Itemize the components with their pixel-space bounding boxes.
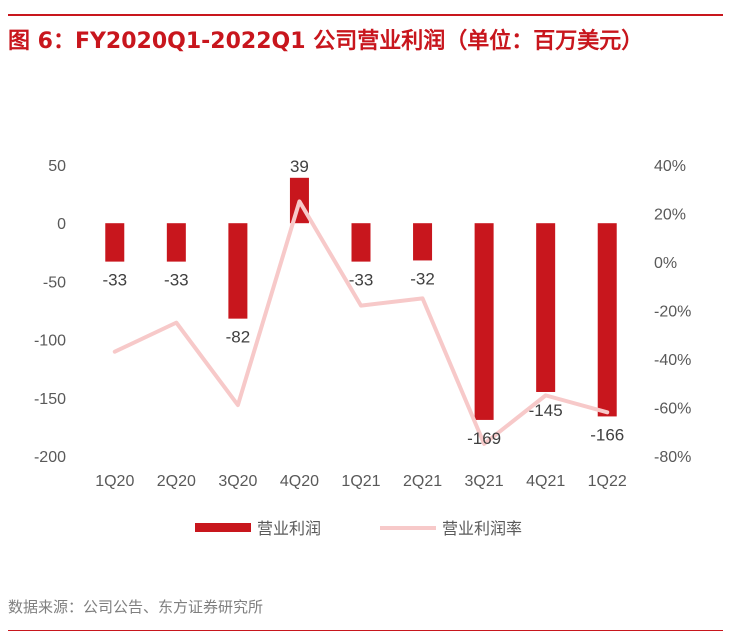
x-tick-label: 3Q21 (465, 473, 504, 490)
data-label-1Q22: -166 (590, 425, 624, 444)
left-tick-label: -200 (34, 449, 66, 466)
bar-3Q21 (474, 223, 494, 420)
x-tick-label: 2Q20 (157, 473, 196, 490)
x-tick-label: 1Q21 (341, 473, 380, 490)
data-labels: -33 -33 -82 39 -33 -32 -169 -145 -166 (102, 157, 624, 448)
bars-group (105, 177, 617, 420)
legend: 营业利润 营业利润率 (195, 519, 522, 538)
right-axis: 40% 20% 0% -20% -40% -60% -80% (654, 158, 691, 466)
top-rule (8, 14, 723, 16)
x-tick-label: 2Q21 (403, 473, 442, 490)
x-tick-label: 4Q20 (280, 473, 319, 490)
left-tick-label: 0 (57, 216, 66, 233)
left-axis: 50 0 -50 -100 -150 -200 (34, 158, 66, 466)
data-label-2Q21: -32 (410, 269, 435, 288)
data-label-1Q20: -33 (102, 271, 127, 290)
legend-bar-swatch (195, 523, 251, 532)
data-label-2Q20: -33 (164, 271, 189, 290)
data-label-1Q21: -33 (349, 271, 374, 290)
legend-line-label: 营业利润率 (442, 519, 522, 538)
right-tick-label: -80% (654, 449, 691, 466)
data-label-4Q21: -145 (529, 401, 563, 420)
data-label-4Q20: 39 (290, 157, 309, 176)
line-group (112, 199, 610, 446)
bar-1Q20 (105, 223, 125, 262)
left-tick-label: -50 (43, 274, 66, 291)
bar-2Q21 (413, 223, 433, 261)
x-tick-label: 4Q21 (526, 473, 565, 490)
legend-bar-label: 营业利润 (257, 519, 321, 538)
bar-1Q22 (597, 223, 617, 417)
bar-4Q21 (536, 223, 556, 392)
data-label-3Q20: -82 (226, 328, 251, 347)
left-tick-label: 50 (48, 158, 66, 175)
data-label-3Q21: -169 (467, 429, 501, 448)
right-tick-label: -40% (654, 352, 691, 369)
right-tick-label: -20% (654, 304, 691, 321)
x-axis: 1Q20 2Q20 3Q20 4Q20 1Q21 2Q21 3Q21 4Q21 1Q22 (95, 473, 627, 490)
x-tick-label: 3Q20 (218, 473, 257, 490)
x-tick-label: 1Q22 (588, 473, 627, 490)
right-tick-label: -60% (654, 401, 691, 418)
bar-3Q20 (228, 223, 248, 319)
x-tick-label: 1Q20 (95, 473, 134, 490)
chart: 50 0 -50 -100 -150 -200 40% 20% 0% -20% -40% -60% -… (34, 157, 691, 538)
figure-title: 图 6：FY2020Q1-2022Q1 公司营业利润（单位：百万美元） (8, 29, 644, 54)
bottom-rule (8, 630, 723, 631)
left-tick-label: -100 (34, 333, 66, 350)
source-note: 数据来源：公司公告、东方证券研究所 (8, 598, 264, 616)
bar-1Q21 (351, 223, 371, 262)
left-tick-label: -150 (34, 391, 66, 408)
right-tick-label: 20% (654, 207, 686, 224)
right-tick-label: 40% (654, 158, 686, 175)
right-tick-label: 0% (654, 255, 677, 272)
bar-2Q20 (166, 223, 186, 262)
